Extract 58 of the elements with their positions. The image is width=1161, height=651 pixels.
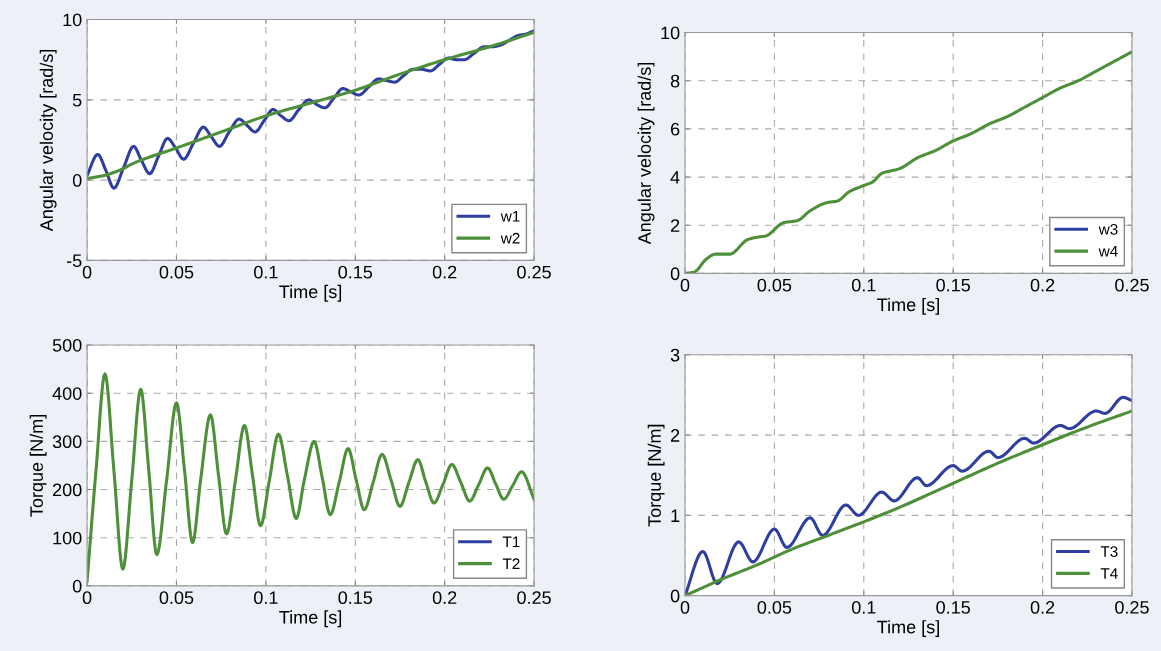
x-tick-label: 0.15	[338, 265, 373, 279]
y-tick-label: 2	[671, 219, 680, 232]
legend-label: w3	[1098, 223, 1118, 235]
x-axis-title: Time [s]	[279, 610, 342, 628]
x-tick-label: 0.05	[757, 278, 792, 292]
x-tick-label: 0.25	[1115, 278, 1149, 292]
x-tick-label: 0.2	[1030, 278, 1055, 292]
x-tick-label: 0.05	[159, 265, 194, 279]
x-tick-label: 0.05	[757, 601, 792, 614]
x-tick-label: 0.25	[517, 591, 551, 605]
y-axis-title: Angular velocity [rad/s]	[637, 62, 655, 245]
x-tick-label: 0.25	[517, 265, 551, 279]
x-axis-title: Time [s]	[279, 284, 342, 302]
x-tick-label: 0.05	[159, 591, 194, 605]
x-tick-label: 0.2	[432, 591, 457, 605]
y-axis-title: Torque [N/m]	[29, 415, 47, 517]
y-tick-label: 6	[671, 122, 680, 136]
legend-label: T3	[1100, 546, 1118, 558]
legend-label: w4	[1098, 245, 1118, 257]
x-tick-label: 0	[82, 265, 92, 279]
x-tick-label: 0.25	[1115, 601, 1149, 614]
legend-label: w1	[500, 211, 520, 222]
x-axis-title: Time [s]	[877, 620, 939, 637]
legend-label: w2	[500, 232, 520, 244]
y-tick-label: 0	[72, 579, 82, 593]
y-tick-label: 200	[53, 483, 82, 497]
y-tick-label: 300	[52, 435, 82, 449]
y-axis-title: Torque [N/m]	[647, 424, 665, 527]
y-tick-label: 0	[72, 174, 82, 187]
y-tick-label: 1	[671, 509, 680, 522]
y-tick-label: 3	[670, 348, 680, 362]
y-tick-label: 100	[53, 531, 82, 545]
x-tick-label: 0.1	[851, 601, 876, 614]
x-tick-label: 0	[680, 601, 690, 614]
y-tick-label: 10	[63, 13, 82, 27]
y-tick-label: -5	[66, 254, 82, 268]
y-tick-label: 5	[72, 93, 82, 107]
y-tick-label: 4	[670, 171, 680, 184]
x-tick-label: 0.15	[936, 278, 970, 292]
x-tick-label: 0.15	[338, 591, 373, 605]
y-tick-label: 400	[52, 387, 82, 400]
y-tick-label: 500	[52, 338, 82, 352]
y-axis-title: Angular velocity [rad/s]	[39, 49, 57, 232]
x-tick-label: 0.1	[851, 278, 876, 292]
legend-label: T1	[502, 536, 520, 548]
x-tick-label: 0	[680, 278, 690, 292]
x-tick-label: 0.1	[254, 265, 278, 279]
x-tick-label: 0.1	[254, 591, 278, 605]
legend-label: T4	[1100, 568, 1118, 579]
x-tick-label: 0.2	[1030, 601, 1055, 614]
legend-label: T2	[502, 558, 520, 569]
x-tick-label: 0	[82, 591, 92, 605]
y-tick-label: 2	[671, 429, 680, 442]
y-tick-label: 10	[661, 26, 680, 40]
x-axis-title: Time [s]	[877, 297, 939, 315]
x-tick-label: 0.2	[432, 265, 457, 279]
y-tick-label: 8	[670, 74, 680, 88]
x-tick-label: 0.15	[936, 601, 970, 614]
